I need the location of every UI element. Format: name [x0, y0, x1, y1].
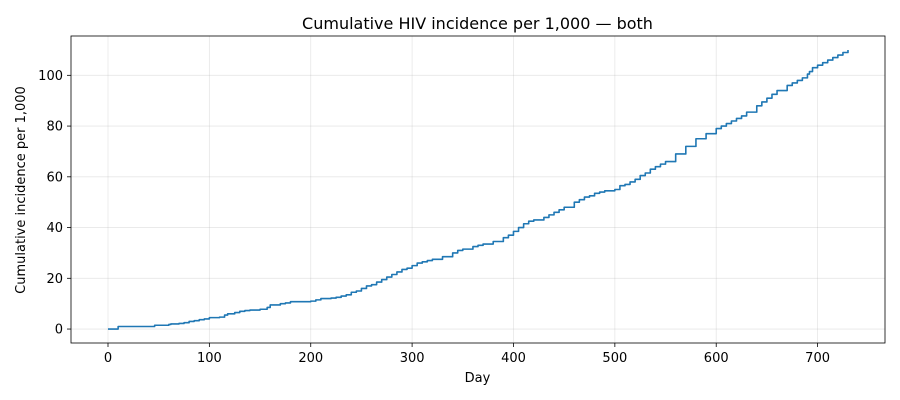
x-axis: 0 100 200 300 400 500 600 700 [104, 343, 830, 366]
grid [71, 36, 885, 343]
y-tick-label: 20 [46, 272, 63, 287]
x-tick-label: 400 [501, 351, 526, 366]
y-axis-label: Cumulative incidence per 1,000 [14, 86, 29, 294]
x-axis-label: Day [465, 371, 491, 386]
chart-title: Cumulative HIV incidence per 1,000 — bot… [302, 14, 653, 33]
x-tick-label: 0 [104, 351, 112, 366]
line-layer [108, 49, 849, 330]
y-tick-label: 40 [46, 221, 63, 236]
x-tick-label: 700 [805, 351, 830, 366]
x-tick-label: 500 [602, 351, 627, 366]
x-tick-label: 200 [298, 351, 323, 366]
x-tick-label: 100 [197, 351, 222, 366]
y-tick-label: 100 [38, 69, 63, 84]
plot-frame [70, 35, 886, 344]
y-tick-label: 80 [46, 120, 63, 135]
x-tick-label: 300 [400, 351, 425, 366]
y-tick-label: 0 [55, 323, 63, 338]
y-tick-label: 60 [46, 170, 63, 185]
y-axis: 0 20 40 60 80 100 [38, 69, 71, 338]
x-tick-label: 600 [704, 351, 729, 366]
series-line-0 [108, 49, 849, 330]
